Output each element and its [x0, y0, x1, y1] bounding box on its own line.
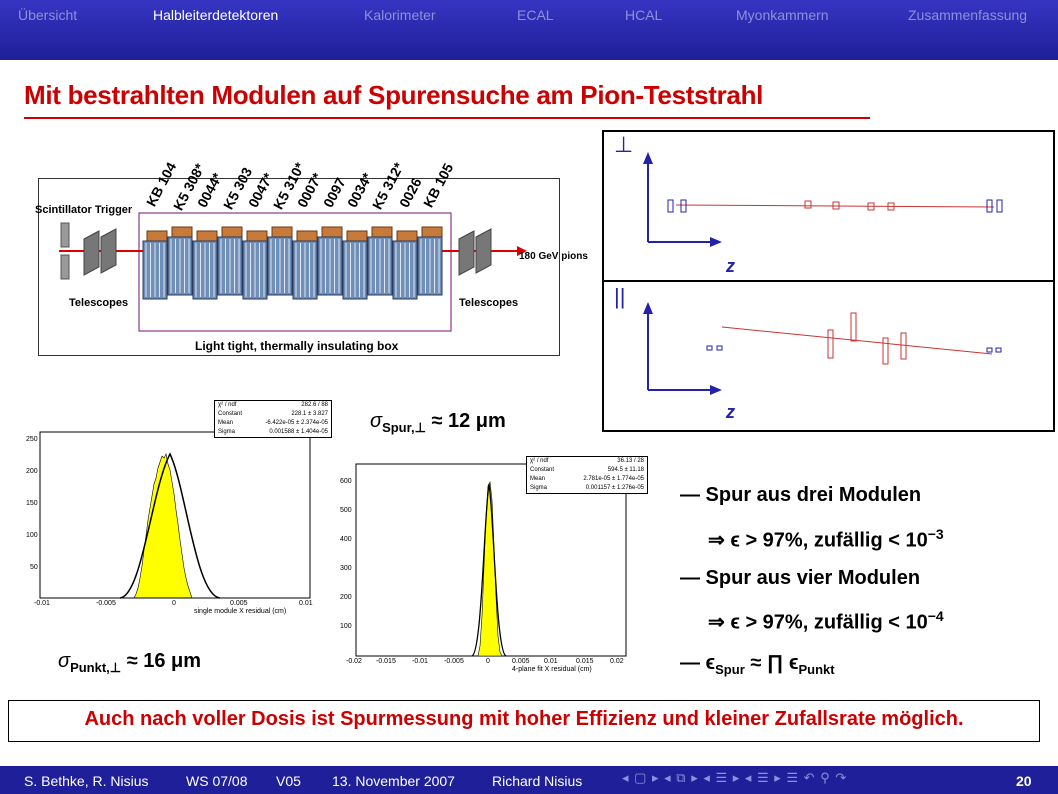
module-stack [142, 226, 443, 300]
y-tick: 500 [340, 507, 352, 514]
y-tick: 600 [340, 478, 352, 485]
detector-module [392, 230, 418, 300]
nav-item-halbleiterdetektoren[interactable]: Halbleiterdetektoren [153, 7, 279, 23]
stats-box-2: χ² / ndf 36.13 / 28 Constant 594.5 ± 11.18… [526, 456, 648, 494]
x-tick: -0.01 [412, 658, 428, 665]
beamer-navigation-icons[interactable]: ◂ ▢ ▸ ◂ ⧉ ▸ ◂ ☰ ▸ ◂ ☰ ▸ ☰ ↶ ⚲ ↷ [622, 770, 848, 785]
detector-module [417, 226, 443, 296]
detector-module [367, 226, 393, 296]
perp-symbol: ⊥ [614, 132, 634, 157]
title-underline [24, 117, 870, 119]
x-tick: -0.02 [346, 658, 362, 665]
detector-setup-figure: Scintillator Trigger Telescopes Telescop… [35, 178, 588, 356]
z-axis-label-top: z [726, 256, 735, 276]
y-tick: 50 [30, 564, 38, 571]
page-number: 20 [1016, 773, 1032, 789]
nav-item-kalorimeter[interactable]: Kalorimeter [364, 7, 436, 23]
nav-item-uebersicht[interactable]: Übersicht [18, 7, 78, 23]
x-tick: 0.005 [230, 600, 248, 607]
beam-label: 180 GeV pions [519, 251, 588, 262]
detector-module [267, 226, 293, 296]
detector-module [342, 230, 368, 300]
y-tick: 200 [340, 594, 352, 601]
nav-item-ecal[interactable]: ECAL [517, 7, 554, 23]
footer-date: 13. November 2007 [332, 773, 455, 789]
detector-module [317, 226, 343, 296]
bullet-three-modules: — Spur aus drei Modulen [680, 484, 922, 506]
nav-item-myonkammern[interactable]: Myonkammern [736, 7, 829, 23]
conclusion-box [8, 700, 1040, 742]
x-axis-label: 4-plane fit X residual (cm) [512, 666, 592, 673]
y-tick: 400 [340, 536, 352, 543]
track-diagram-svg [604, 152, 1053, 395]
x-tick: 0.005 [512, 658, 530, 665]
detector-module [292, 230, 318, 300]
histogram-1-svg [39, 431, 311, 599]
nav-item-hcal[interactable]: HCAL [625, 7, 663, 23]
x-tick: 0.02 [610, 658, 624, 665]
sigma-spur-formula: σSpur,⊥ ≈ 12 μm [370, 410, 506, 435]
histogram-four-plane: χ² / ndf 36.13 / 28 Constant 594.5 ± 11.18… [336, 456, 648, 676]
telescopes-right-label: Telescopes [459, 297, 519, 309]
x-tick: 0.015 [576, 658, 594, 665]
y-tick: 250 [26, 436, 38, 443]
detector-module [192, 230, 218, 300]
stats-box-1: χ² / ndf 282.6 / 88 Constant 228.1 ± 3.827… [214, 400, 332, 438]
parallel-symbol: || [614, 284, 626, 309]
x-tick: 0 [486, 658, 490, 665]
bullet-three-modules-result: ⇒ ϵ > 97%, zufällig < 10−3 [708, 526, 944, 552]
nav-item-zusammenfassung[interactable]: Zusammenfassung [908, 7, 1028, 23]
detector-module [167, 226, 193, 296]
x-tick: -0.005 [444, 658, 464, 665]
scintillator-label: Scintillator Trigger [35, 204, 133, 216]
footer-speaker: Richard Nisius [492, 773, 583, 789]
y-tick: 200 [26, 468, 38, 475]
footer-authors: S. Bethke, R. Nisius [24, 773, 149, 789]
track-diagram: ⊥ z || z [602, 130, 1055, 432]
y-tick: 100 [340, 623, 352, 630]
bullet-four-modules: — Spur aus vier Modulen [680, 567, 921, 589]
detector-module [217, 226, 243, 296]
x-tick: -0.015 [376, 658, 396, 665]
footer-bar [0, 766, 1058, 794]
telescopes-left-label: Telescopes [69, 297, 129, 309]
detector-drawing [59, 212, 527, 332]
x-tick: 0.01 [544, 658, 558, 665]
y-tick: 300 [340, 565, 352, 572]
y-tick: 150 [26, 500, 38, 507]
slide-title: Mit bestrahlten Modulen auf Spurensuche … [24, 80, 764, 110]
histogram-2-svg [355, 463, 627, 657]
detector-module [242, 230, 268, 300]
x-tick: -0.01 [34, 600, 50, 607]
x-tick: 0 [172, 600, 176, 607]
x-tick: -0.005 [96, 600, 116, 607]
z-axis-label-bottom: z [726, 402, 735, 422]
sigma-punkt-formula: σPunkt,⊥ ≈ 16 μm [58, 650, 202, 675]
footer-semester: WS 07/08 [186, 773, 248, 789]
box-label: Light tight, thermally insulating box [195, 339, 399, 353]
conclusion-text: Auch nach voller Dosis ist Spurmessung m… [84, 708, 964, 730]
bullet-four-modules-result: ⇒ ϵ > 97%, zufällig < 10−4 [708, 608, 944, 634]
x-axis-label: single module X residual (cm) [194, 608, 287, 615]
y-tick: 100 [26, 532, 38, 539]
top-navigation-bar: Übersicht Halbleiterdetektoren Kalorimet… [0, 0, 1058, 60]
histogram-single-module: χ² / ndf 282.6 / 88 Constant 228.1 ± 3.827… [24, 398, 332, 620]
detector-module [142, 230, 168, 300]
bullet-efficiency-product: — ϵSpur ≈ ∏ ϵPunkt [680, 652, 835, 677]
footer-lecture: V05 [276, 773, 301, 789]
x-tick: 0.01 [299, 600, 313, 607]
